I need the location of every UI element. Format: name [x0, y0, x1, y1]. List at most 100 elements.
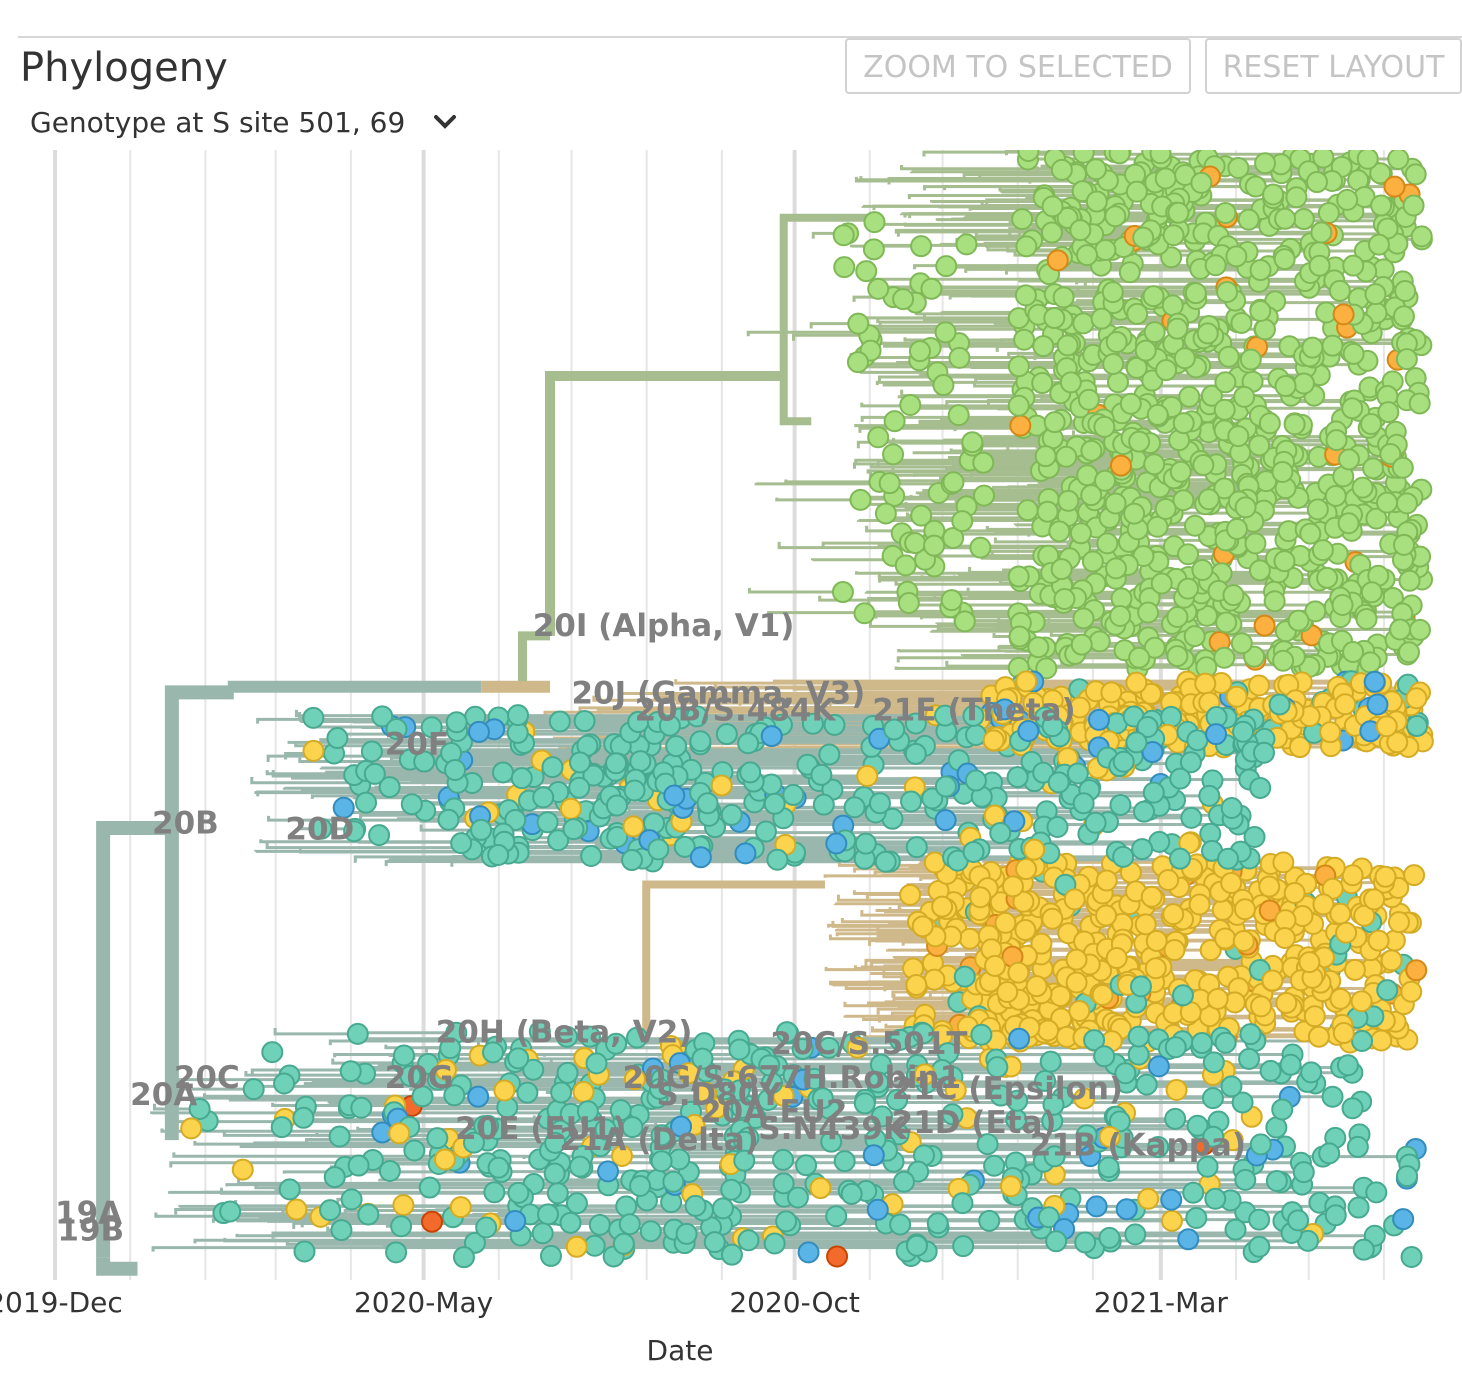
tree-tip	[1258, 412, 1281, 435]
tree-tip	[1402, 194, 1425, 217]
tree-tip	[795, 1154, 818, 1177]
tree-tip	[1137, 1187, 1160, 1210]
tree-tip	[1398, 569, 1421, 592]
tree-branch	[894, 581, 1063, 586]
tree-tip	[546, 1182, 569, 1205]
reset-layout-button[interactable]: RESET LAYOUT	[1205, 38, 1462, 94]
tree-tip	[1126, 302, 1149, 325]
tree-tip	[905, 974, 928, 997]
tree-tip	[1049, 985, 1072, 1008]
phylogeny-tree[interactable]: 20I (Alpha, V1)20J (Gamma, V3)20B/S.484K…	[0, 150, 1462, 1330]
tree-tip	[1324, 1204, 1347, 1227]
tree-tip	[1394, 280, 1417, 303]
tree-tip	[760, 725, 783, 748]
tree-branch	[687, 1150, 736, 1155]
tree-branch	[305, 1138, 876, 1142]
zoom-to-selected-button[interactable]: ZOOM TO SELECTED	[845, 38, 1191, 94]
tree-tip	[868, 792, 891, 815]
tree-tip	[1131, 838, 1154, 861]
tree-tip	[1161, 294, 1184, 317]
tree-tip	[1191, 1032, 1214, 1055]
tree-tip	[390, 1215, 413, 1238]
tree-tip	[809, 1177, 832, 1200]
tree-tip	[897, 591, 920, 614]
tree-branch	[985, 243, 1027, 248]
tree-tip	[1214, 1031, 1237, 1054]
tree-tip	[847, 312, 870, 335]
tree-tip	[1237, 208, 1260, 231]
tree-tip	[378, 1159, 401, 1182]
tree-tip	[1105, 947, 1128, 970]
tree-branch	[876, 459, 970, 466]
tree-tip	[1104, 492, 1127, 515]
tree-tip	[883, 410, 906, 433]
tree-tip	[612, 1232, 635, 1255]
tree-tip	[1134, 339, 1157, 362]
tree-tip	[1356, 150, 1379, 170]
tree-tip	[775, 1210, 798, 1233]
tree-tip	[1165, 1079, 1188, 1102]
tree-tip	[1100, 681, 1123, 704]
tree-tip	[1220, 871, 1243, 894]
tree-tip	[540, 1244, 563, 1267]
tree-tip	[1376, 979, 1399, 1002]
panel-top-border	[18, 36, 1462, 38]
tree-tip	[1301, 336, 1324, 359]
tree-tip	[972, 484, 995, 507]
color-by-dropdown[interactable]: Genotype at S site 501, 69	[30, 100, 459, 144]
tree-tip	[1283, 413, 1306, 436]
tree-tip	[1007, 565, 1030, 588]
tree-tip	[1265, 1169, 1288, 1192]
tree-branch	[973, 383, 1286, 388]
tree-tip	[620, 849, 643, 872]
tree-tip	[1032, 335, 1055, 358]
tree-tip	[1329, 902, 1352, 925]
tree-tip	[1249, 300, 1272, 323]
tree-tip	[493, 1079, 516, 1102]
tree-tip	[1308, 254, 1331, 277]
tree-tip	[292, 1106, 315, 1129]
tree-tip	[319, 1199, 342, 1222]
tree-branch	[948, 456, 1055, 460]
tree-tip	[629, 750, 652, 773]
tree-tip	[1262, 183, 1285, 206]
tree-tip	[1084, 158, 1107, 181]
tree-branch	[1004, 268, 1261, 275]
tree-tip	[1135, 1073, 1158, 1096]
tree-tip	[1109, 454, 1132, 477]
tree-tip	[1178, 385, 1201, 408]
tree-tip	[242, 1078, 265, 1101]
tree-tip	[1360, 581, 1383, 604]
tree-tip	[1343, 958, 1366, 981]
tree-tip	[537, 1203, 560, 1226]
tree-tip	[1190, 171, 1213, 194]
tree-tip	[739, 761, 762, 784]
tree-tip	[1059, 371, 1082, 394]
tree-tip	[846, 351, 869, 374]
tree-tip	[1217, 345, 1240, 368]
tree-branch	[244, 1070, 794, 1077]
tree-tip	[507, 1047, 530, 1070]
tree-branch	[174, 1120, 624, 1124]
tree-tip	[833, 1150, 856, 1173]
tree-tip	[720, 1243, 743, 1266]
tree-tip	[1383, 175, 1406, 198]
tree-tip	[1247, 674, 1270, 697]
tree-tip	[1008, 1027, 1031, 1050]
tree-branch	[775, 497, 861, 502]
tree-tip	[908, 340, 931, 363]
tree-tip	[572, 1080, 595, 1103]
tree-tip	[1265, 1116, 1288, 1139]
tree-tip	[1386, 731, 1409, 754]
tree-tip	[1316, 566, 1339, 589]
tree-tip	[1300, 1061, 1323, 1084]
tree-tip	[1347, 1196, 1370, 1219]
tree-tip	[989, 821, 1012, 844]
tree-tip	[1112, 845, 1135, 868]
tree-branch	[235, 1233, 1375, 1238]
tree-tip	[734, 842, 757, 865]
tree-tip	[1336, 1054, 1359, 1077]
tree-tip	[849, 488, 872, 511]
tree-tip	[1069, 522, 1092, 545]
tree-tip	[1172, 489, 1195, 512]
